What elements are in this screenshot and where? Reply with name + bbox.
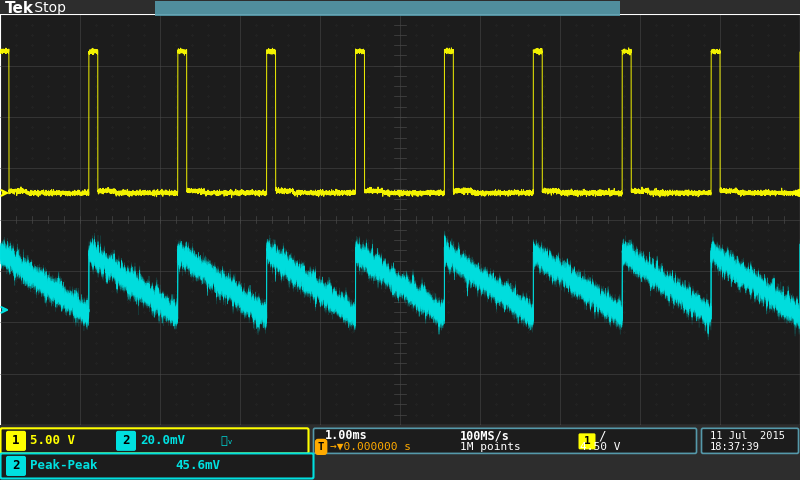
Text: 1: 1	[584, 436, 590, 446]
Text: 100MS/s: 100MS/s	[460, 429, 510, 443]
Text: →▼0.000000 s: →▼0.000000 s	[330, 442, 411, 452]
Text: 4.50 V: 4.50 V	[580, 442, 621, 452]
Text: 1M points: 1M points	[460, 442, 521, 452]
Text: 11 Jul  2015: 11 Jul 2015	[710, 431, 785, 441]
Text: 18:37:39: 18:37:39	[710, 442, 760, 452]
Text: 5.00 V: 5.00 V	[30, 434, 75, 447]
Text: 1: 1	[12, 434, 20, 447]
FancyBboxPatch shape	[6, 431, 26, 451]
FancyBboxPatch shape	[1, 454, 314, 479]
FancyBboxPatch shape	[578, 433, 595, 449]
FancyBboxPatch shape	[1, 428, 309, 454]
Text: 2: 2	[122, 434, 130, 447]
FancyBboxPatch shape	[6, 456, 26, 476]
Text: Tek: Tek	[5, 1, 34, 16]
Text: ∿ᵥ: ∿ᵥ	[220, 436, 234, 446]
FancyBboxPatch shape	[155, 1, 620, 16]
FancyBboxPatch shape	[702, 428, 798, 454]
Text: 1.00ms: 1.00ms	[325, 429, 368, 443]
Text: 2: 2	[12, 459, 20, 472]
FancyBboxPatch shape	[116, 431, 136, 451]
Text: 45.6mV: 45.6mV	[175, 459, 220, 472]
Text: Peak-Peak: Peak-Peak	[30, 459, 98, 472]
Text: Stop: Stop	[30, 1, 66, 15]
Text: T: T	[318, 442, 324, 452]
FancyBboxPatch shape	[314, 428, 697, 454]
Text: /: /	[598, 429, 606, 443]
Text: 20.0mV: 20.0mV	[140, 434, 185, 447]
